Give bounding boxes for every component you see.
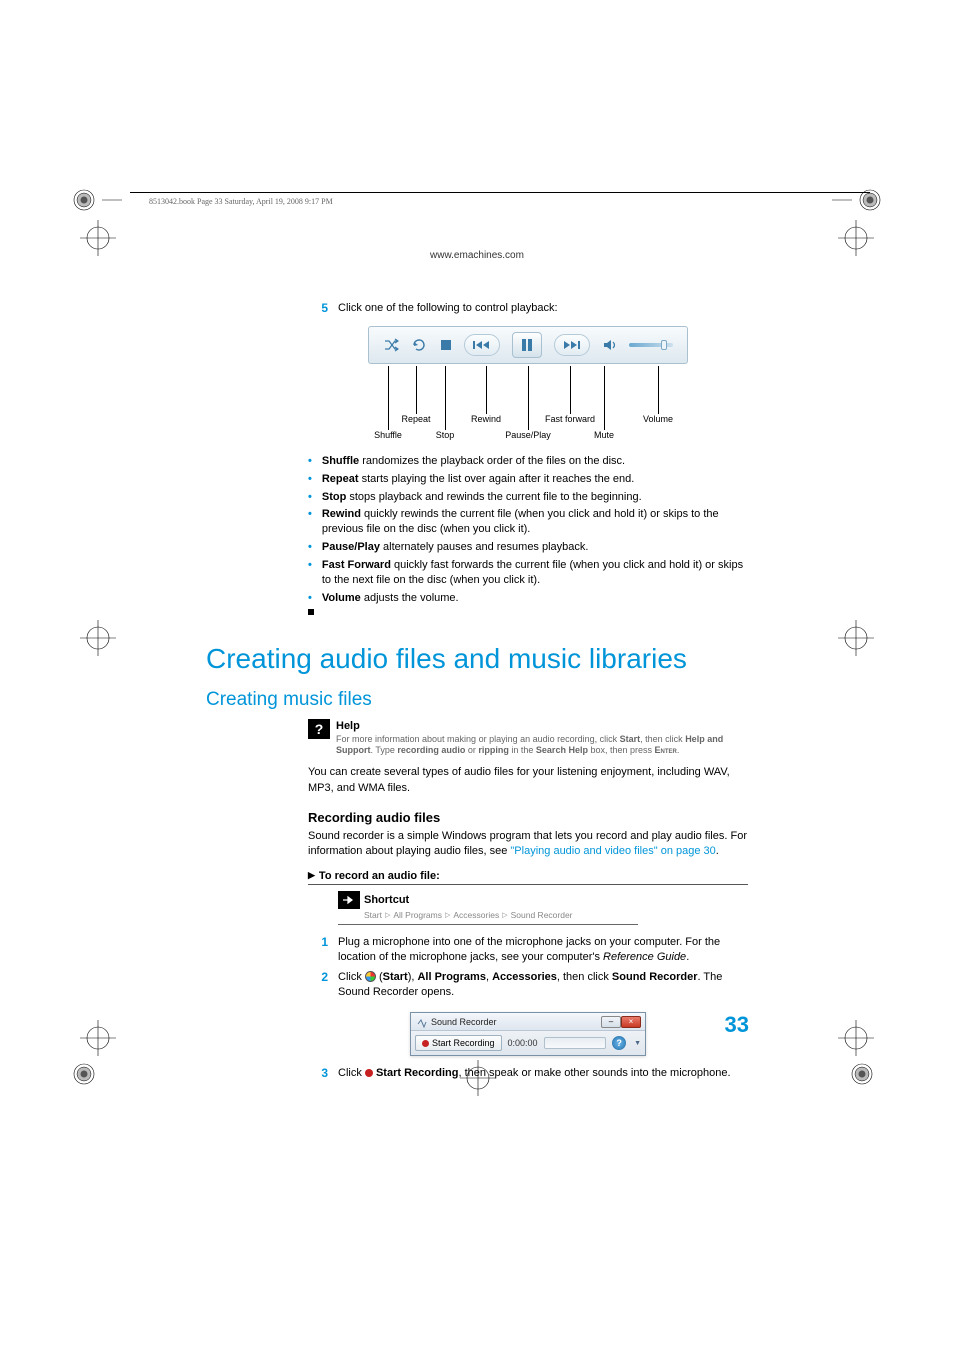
bullet-rewind: •Rewind quickly rewinds the current file… (308, 507, 748, 537)
fast-forward-button[interactable] (554, 334, 590, 356)
help-title: Help (336, 719, 748, 733)
label-fastforward: Fast forward (545, 414, 595, 424)
label-pauseplay: Pause/Play (505, 430, 551, 440)
volume-slider[interactable] (629, 343, 673, 347)
bullet-pauseplay: •Pause/Play alternately pauses and resum… (308, 540, 748, 555)
page-content: www.emachines.com 5 Click one of the fol… (206, 250, 748, 1087)
recording-heading: Recording audio files (308, 810, 748, 825)
help-dropdown-icon[interactable]: ▼ (634, 1040, 641, 1047)
window-title: Sound Recorder (431, 1017, 497, 1027)
label-rewind: Rewind (471, 414, 501, 424)
record-dot-icon (422, 1040, 429, 1047)
bullet-shuffle: •Shuffle randomizes the playback order o… (308, 454, 748, 469)
repeat-icon[interactable] (411, 338, 427, 352)
xref-link[interactable]: "Playing audio and video files" on page … (510, 845, 715, 857)
windows-orb-icon (365, 971, 376, 982)
crosshair-bl (78, 1018, 118, 1058)
shortcut-box: Shortcut Start▷All Programs▷Accessories▷… (338, 891, 638, 925)
chapter-heading: Creating audio files and music libraries (206, 643, 748, 675)
book-header-info: 8513042.book Page 33 Saturday, April 19,… (149, 197, 333, 206)
page-url: www.emachines.com (206, 250, 748, 261)
crosshair-ml (78, 618, 118, 658)
close-button[interactable]: × (621, 1016, 641, 1028)
rewind-button[interactable] (464, 334, 500, 356)
help-icon: ? (308, 719, 330, 739)
recording-paragraph: Sound recorder is a simple Windows progr… (308, 829, 748, 860)
recording-time: 0:00:00 (508, 1038, 538, 1048)
triangle-icon: ▶ (308, 870, 315, 881)
sound-recorder-app-icon (415, 1016, 427, 1028)
crosshair-tl (78, 218, 118, 258)
step-text: Click one of the following to control pl… (338, 301, 748, 316)
label-volume: Volume (643, 414, 673, 424)
record-dot-inline-icon (365, 1069, 373, 1077)
section-heading: Creating music files (206, 689, 748, 711)
help-callout: ? Help For more information about making… (308, 719, 748, 757)
media-controls-figure: Repeat Rewind Fast forward Volume Shuffl… (308, 326, 748, 616)
procedure-heading: ▶ To record an audio file: (308, 870, 748, 885)
shortcut-path: Start▷All Programs▷Accessories▷Sound Rec… (364, 910, 638, 920)
control-bullet-list: •Shuffle randomizes the playback order o… (308, 454, 748, 616)
mute-icon[interactable] (603, 339, 617, 351)
intro-paragraph: You can create several types of audio fi… (308, 765, 748, 796)
step-3: 3 Click Start Recording, then speak or m… (308, 1066, 748, 1081)
step-2: 2 Click (Start), All Programs, Accessori… (308, 970, 748, 1000)
bullet-fastforward: •Fast Forward quickly fast forwards the … (308, 558, 748, 588)
pause-play-button[interactable] (512, 332, 542, 358)
crosshair-mr (836, 618, 876, 658)
label-stop: Stop (436, 430, 455, 440)
bullet-stop: •Stop stops playback and rewinds the cur… (308, 490, 748, 505)
sound-recorder-window: Sound Recorder – × Start Recording 0:00:… (410, 1012, 646, 1056)
bullet-repeat: •Repeat starts playing the list over aga… (308, 472, 748, 487)
crop-mark-tl (72, 188, 122, 212)
crosshair-br (836, 1018, 876, 1058)
step-1: 1 Plug a microphone into one of the micr… (308, 935, 748, 965)
bullet-volume: •Volume adjusts the volume. (308, 591, 748, 606)
crosshair-tr (836, 218, 876, 258)
label-repeat: Repeat (401, 414, 430, 424)
end-of-procedure-icon (308, 609, 314, 615)
step-number: 5 (308, 301, 328, 315)
media-control-bar (368, 326, 688, 364)
shortcut-icon (338, 891, 360, 909)
minimize-button[interactable]: – (601, 1016, 621, 1028)
level-meter (544, 1037, 607, 1049)
stop-icon[interactable] (440, 339, 452, 351)
label-mute: Mute (594, 430, 614, 440)
help-button[interactable]: ? (612, 1036, 626, 1050)
sound-recorder-titlebar: Sound Recorder – × (411, 1013, 645, 1031)
crop-mark-br2 (850, 1062, 880, 1086)
shuffle-icon[interactable] (383, 338, 399, 352)
volume-thumb[interactable] (661, 340, 667, 350)
start-recording-button[interactable]: Start Recording (415, 1035, 502, 1051)
crop-mark-bl2 (72, 1062, 122, 1086)
header-rule (130, 192, 870, 193)
shortcut-title: Shortcut (364, 894, 409, 906)
label-shuffle: Shuffle (374, 430, 402, 440)
page-number: 33 (725, 1012, 749, 1038)
step-5: 5 Click one of the following to control … (308, 301, 748, 316)
